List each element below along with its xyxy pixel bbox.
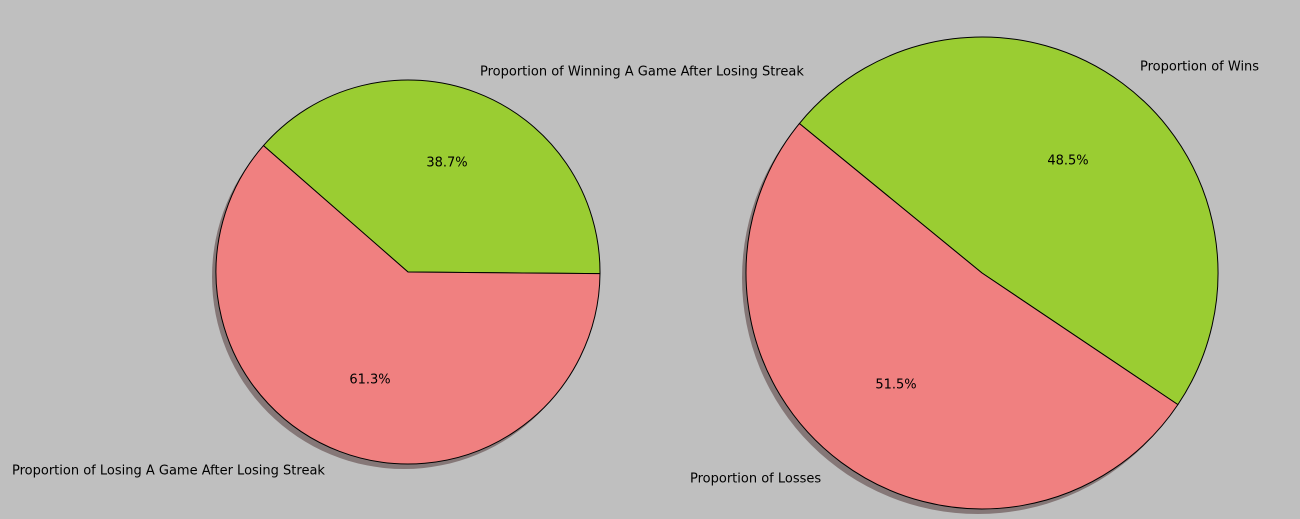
slice-percent-label: 61.3%	[349, 373, 390, 388]
pie-slice	[798, 36, 1219, 406]
slice-category-label: Proportion of Losing A Game After Losing…	[12, 464, 325, 479]
pie-slice	[745, 123, 1179, 510]
slice-percent-label: 38.7%	[426, 156, 467, 171]
pie-slice	[262, 79, 601, 275]
pie-slice	[215, 145, 601, 465]
slice-percent-label: 51.5%	[875, 378, 916, 393]
pie-chart-streak: 38.7% 61.3% Proportion of Winning A Game A…	[12, 65, 804, 479]
slice-category-label: Proportion of Wins	[1140, 60, 1259, 75]
slice-category-label: Proportion of Losses	[690, 472, 821, 487]
pie-chart-overall: 48.5% 51.5% Proportion of Wins Proportion o…	[690, 36, 1259, 514]
slice-percent-label: 48.5%	[1047, 154, 1088, 169]
slice-category-label: Proportion of Winning A Game After Losin…	[480, 65, 804, 80]
